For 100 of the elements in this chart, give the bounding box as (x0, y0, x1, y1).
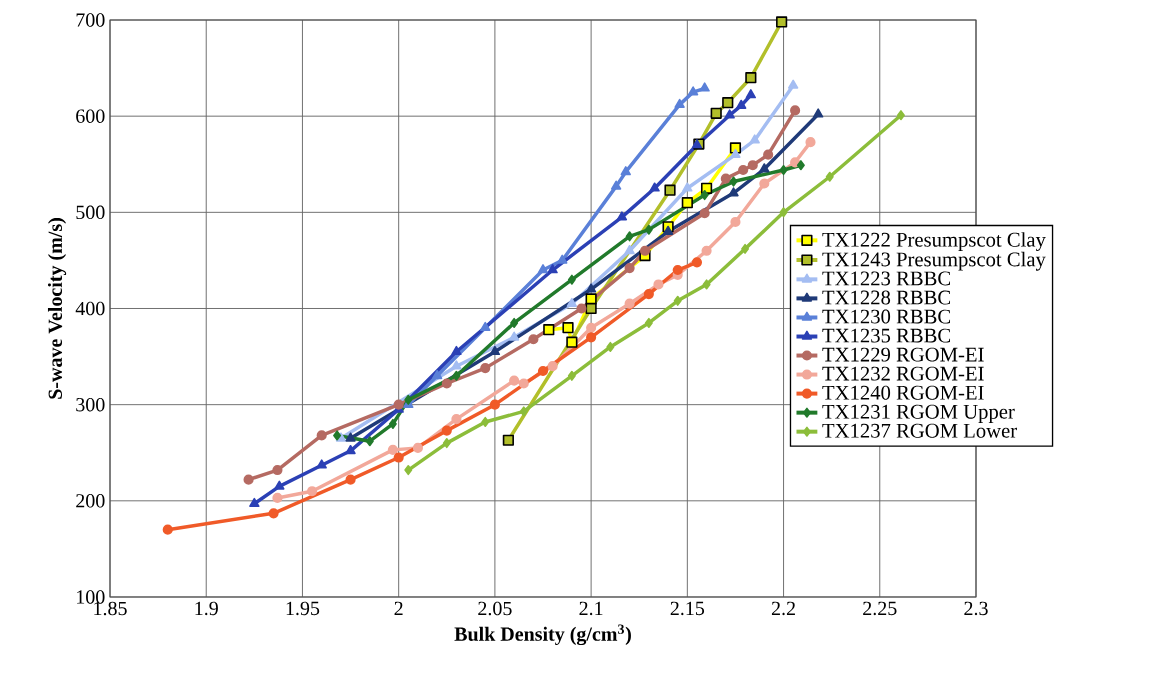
point (749, 134, 760, 144)
point (606, 341, 615, 353)
point (664, 184, 676, 196)
point (274, 480, 285, 490)
legend-label: TX1231 RGOM Upper (822, 404, 1015, 423)
point (649, 182, 660, 192)
point (620, 166, 631, 176)
legend-label: TX1235 RBBC (822, 328, 951, 343)
point (333, 430, 342, 441)
legend-label: TX1229 RGOM-EI (822, 347, 984, 362)
point (388, 418, 397, 429)
legend-label: TX1243 Presumpscot Clay (822, 251, 1046, 271)
point (502, 434, 514, 446)
point (566, 297, 578, 308)
point (481, 416, 490, 428)
point (790, 157, 801, 168)
point (776, 16, 788, 28)
point (674, 98, 685, 108)
point (699, 82, 710, 92)
point (537, 365, 549, 377)
point (741, 243, 750, 254)
point (518, 378, 529, 389)
point (345, 432, 356, 442)
point (779, 164, 788, 176)
point (687, 86, 699, 96)
point (738, 164, 749, 176)
point (441, 378, 452, 389)
point (365, 436, 374, 447)
point (896, 110, 905, 121)
point (452, 370, 461, 381)
point (404, 464, 413, 476)
point (387, 444, 398, 455)
point (345, 444, 356, 455)
point (805, 137, 816, 148)
point (307, 486, 318, 497)
point (701, 245, 712, 256)
point (722, 97, 734, 109)
point (586, 332, 597, 343)
legend-label: TX1240 RGOM-EI (822, 385, 984, 400)
point (624, 244, 635, 255)
point (268, 508, 279, 519)
point (316, 430, 327, 441)
point (576, 303, 587, 314)
point (543, 324, 555, 336)
point (825, 171, 834, 182)
legend-label: TX1237 RGOM Lower (822, 423, 1017, 438)
legend-label: TX1222 Presumpscot Clay (822, 232, 1046, 251)
point (700, 189, 709, 201)
x-tick-label: 2.15 (670, 601, 705, 616)
point (653, 279, 664, 290)
point (585, 283, 597, 293)
point (796, 160, 805, 171)
point (790, 105, 801, 116)
legend-label: TX1223 RBBC (822, 271, 951, 286)
point (510, 317, 519, 328)
point (644, 317, 653, 328)
point (489, 399, 500, 410)
point (557, 254, 568, 264)
point (508, 331, 520, 341)
point (610, 180, 622, 190)
y-tick-label: 300 (76, 397, 105, 412)
point (759, 178, 770, 189)
x-tick-label: 2.2 (771, 601, 795, 616)
x-tick-label: 1.95 (286, 601, 320, 616)
legend-label: TX1228 RBBC (822, 290, 951, 305)
point (567, 370, 576, 381)
point (724, 109, 735, 119)
y-tick-label: 700 (76, 13, 105, 27)
point (316, 459, 327, 469)
point (489, 345, 501, 356)
point (639, 245, 651, 256)
point (404, 394, 413, 405)
y-tick-label: 600 (76, 109, 105, 123)
point (162, 524, 173, 535)
y-tick-label: 200 (76, 494, 105, 508)
point (528, 334, 539, 345)
point (673, 295, 682, 306)
point (787, 79, 799, 89)
y-axis-title: S-wave Velocity (m/s) (47, 218, 67, 399)
point (441, 425, 452, 436)
point (547, 264, 558, 274)
x-axis-title: Bulk Density (g/cm$^{3}$) (454, 624, 631, 646)
point (547, 361, 558, 372)
point (586, 322, 597, 333)
x-tick-label: 2 (394, 601, 403, 615)
point (272, 464, 283, 476)
x-tick-label: 2.05 (478, 601, 512, 616)
y-tick-label: 500 (76, 205, 105, 220)
point (616, 211, 628, 221)
point (625, 231, 634, 242)
point (682, 182, 693, 192)
point (243, 474, 254, 485)
y-tick-label: 400 (75, 301, 105, 316)
point (672, 264, 683, 276)
point (585, 302, 597, 315)
point (480, 321, 491, 332)
legend-label: TX1232 RGOM-EI (822, 366, 984, 381)
point (710, 107, 722, 119)
point (393, 399, 404, 410)
point (272, 492, 283, 503)
